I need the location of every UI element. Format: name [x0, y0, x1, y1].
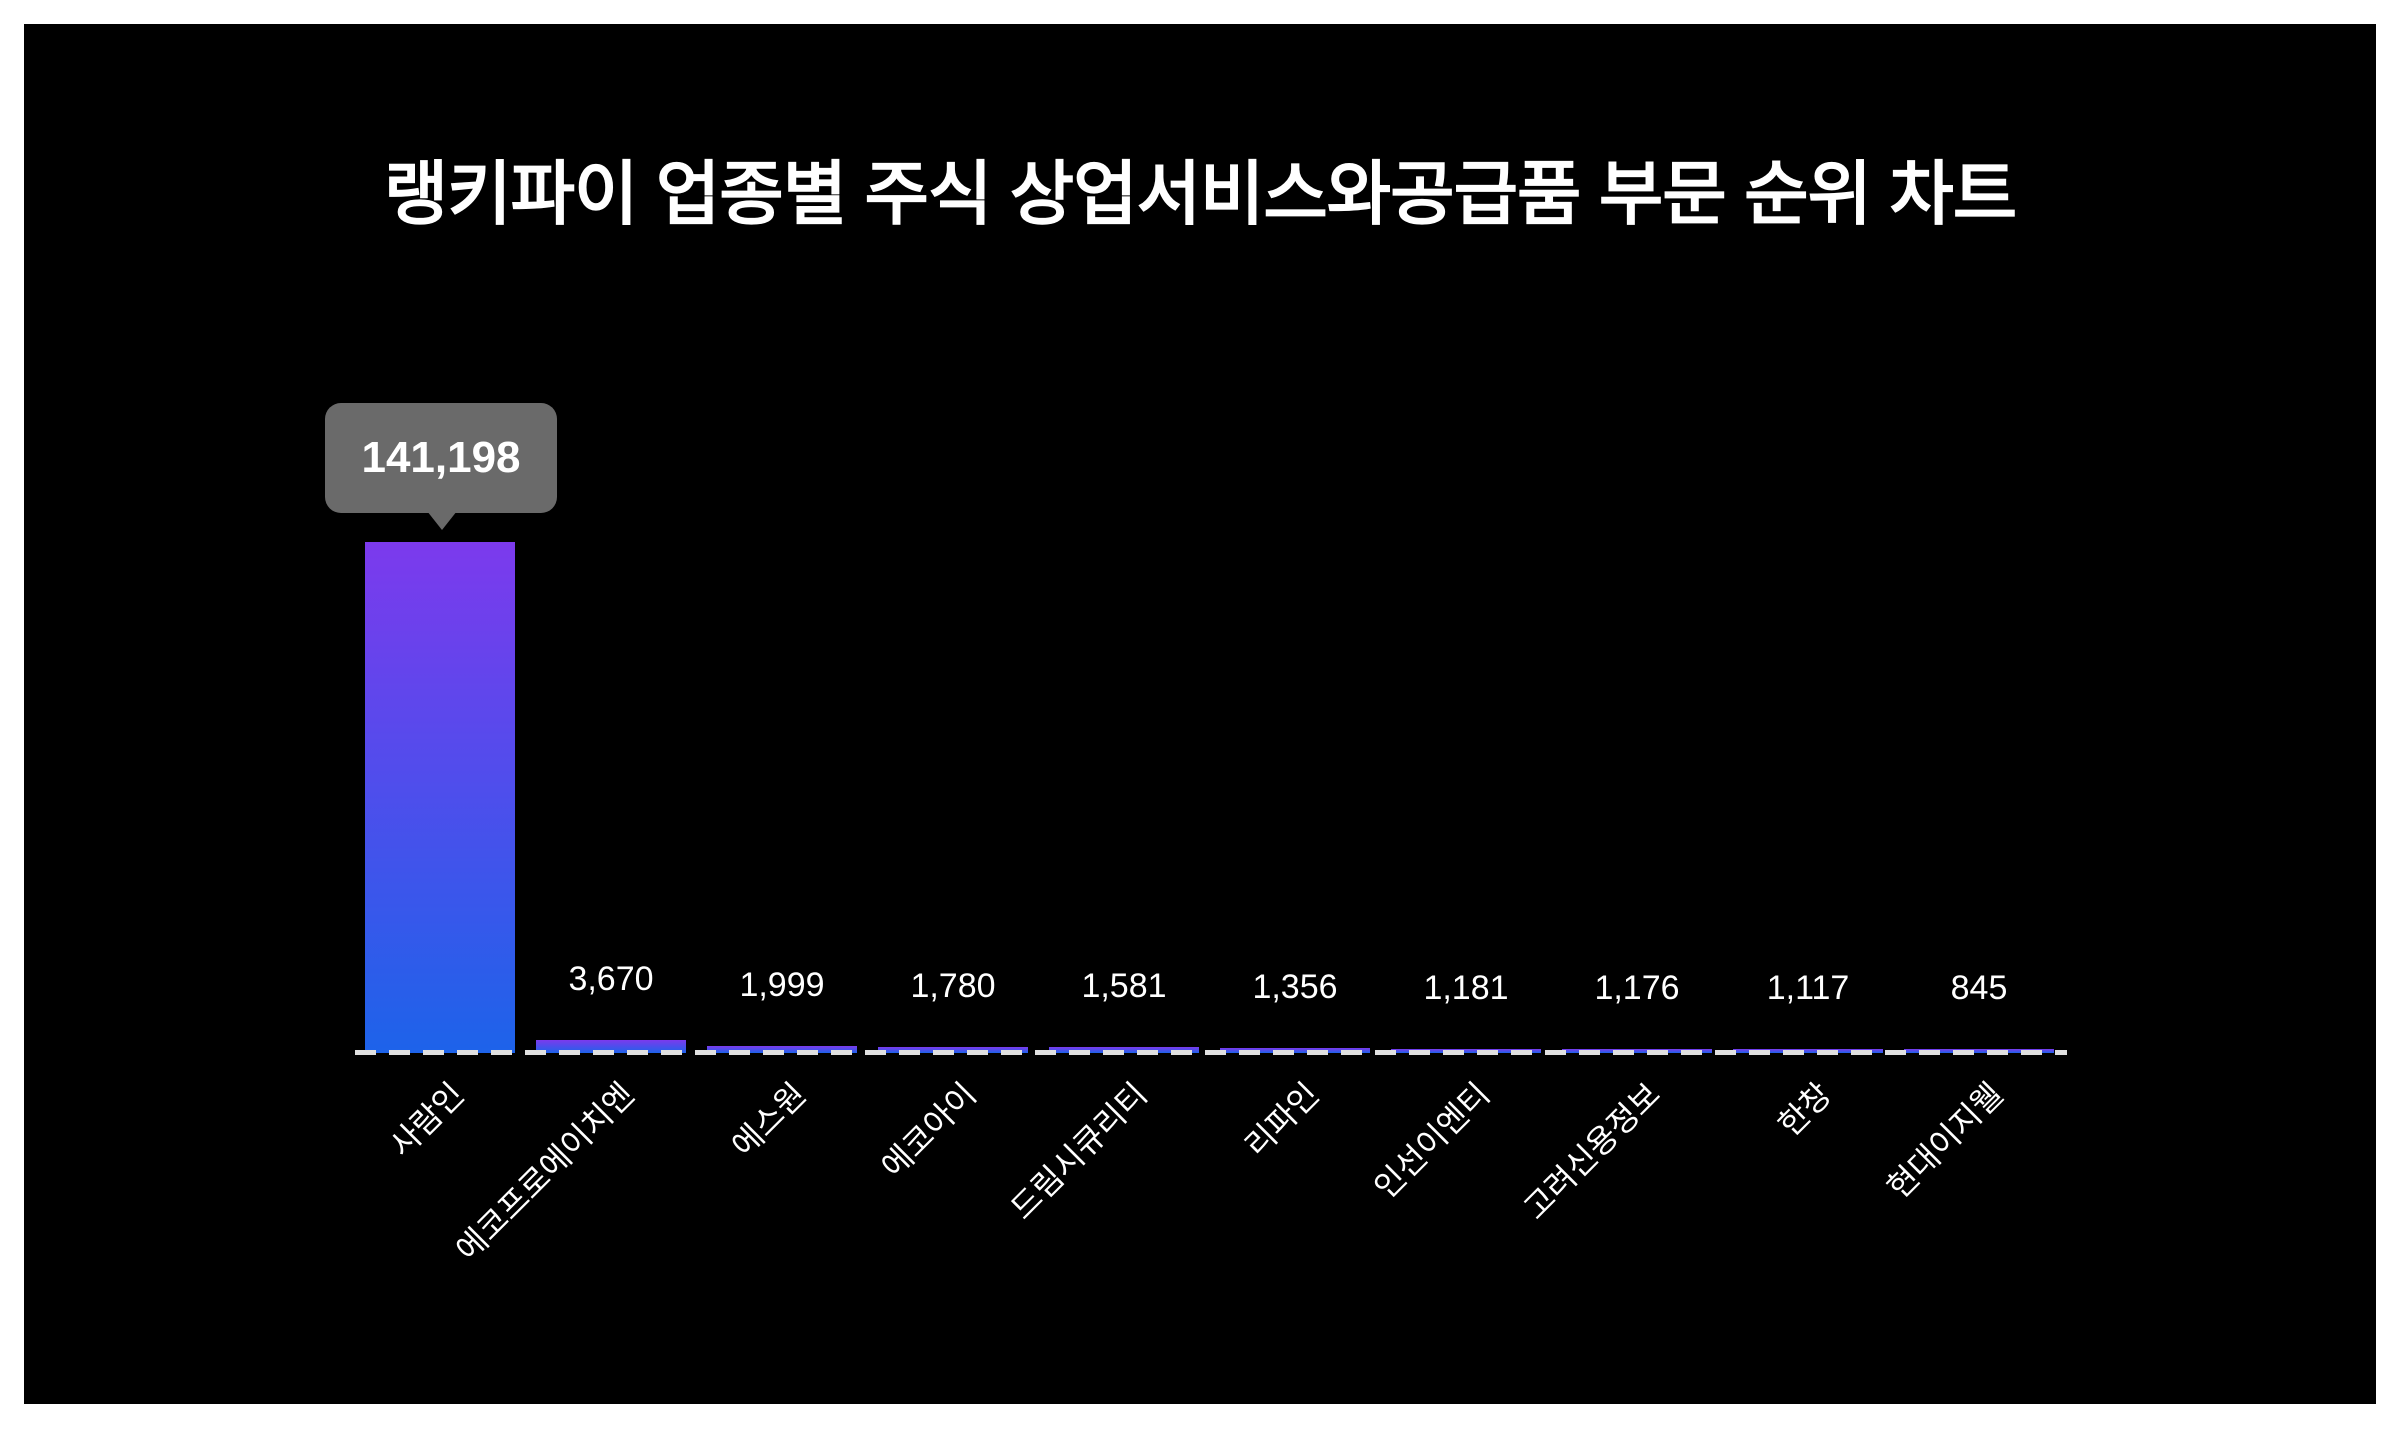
- tooltip-value: 141,198: [361, 433, 521, 482]
- bar-value-label: 1,176: [1594, 969, 1680, 1007]
- bar-value-label: 1,117: [1766, 969, 1850, 1007]
- bar-value-label: 1,181: [1423, 969, 1509, 1007]
- x-axis-label-text: 에스원: [724, 1075, 813, 1164]
- x-axis-label-text: 고려신용정보: [1517, 1075, 1668, 1227]
- x-axis-label-text: 현대이지웰: [1879, 1075, 2010, 1206]
- bar[interactable]: [365, 542, 515, 1053]
- x-axis-label-text: 에코아이: [874, 1075, 984, 1185]
- tooltip-arrow-icon: [427, 511, 457, 530]
- x-axis-label-text: 인선이엔티: [1366, 1075, 1497, 1206]
- bar-value-label: 1,780: [910, 967, 996, 1005]
- chart-title: 랭키파이 업종별 주식 상업서비스와공급품 부문 순위 차트: [383, 155, 2017, 233]
- bar-value-label: 1,999: [739, 966, 825, 1004]
- bar-value-label: 845: [1950, 969, 2008, 1007]
- x-axis-label-text: 리파인: [1237, 1075, 1326, 1164]
- bar[interactable]: [707, 1046, 857, 1053]
- x-axis-label-text: 드림시큐리티: [1004, 1075, 1155, 1227]
- bar-value-label: 1,356: [1252, 968, 1338, 1006]
- x-axis-label-text: 사람인: [382, 1075, 471, 1164]
- x-axis-label-text: 에코프로에이치엔: [449, 1075, 642, 1268]
- bar-value-label: 1,581: [1081, 967, 1167, 1005]
- bar-value-label: 3,670: [568, 960, 654, 998]
- x-axis-baseline: [355, 1050, 2067, 1055]
- x-axis-label-text: 한창: [1771, 1075, 1839, 1144]
- value-tooltip: 141,198: [325, 403, 557, 513]
- bar[interactable]: [536, 1040, 686, 1053]
